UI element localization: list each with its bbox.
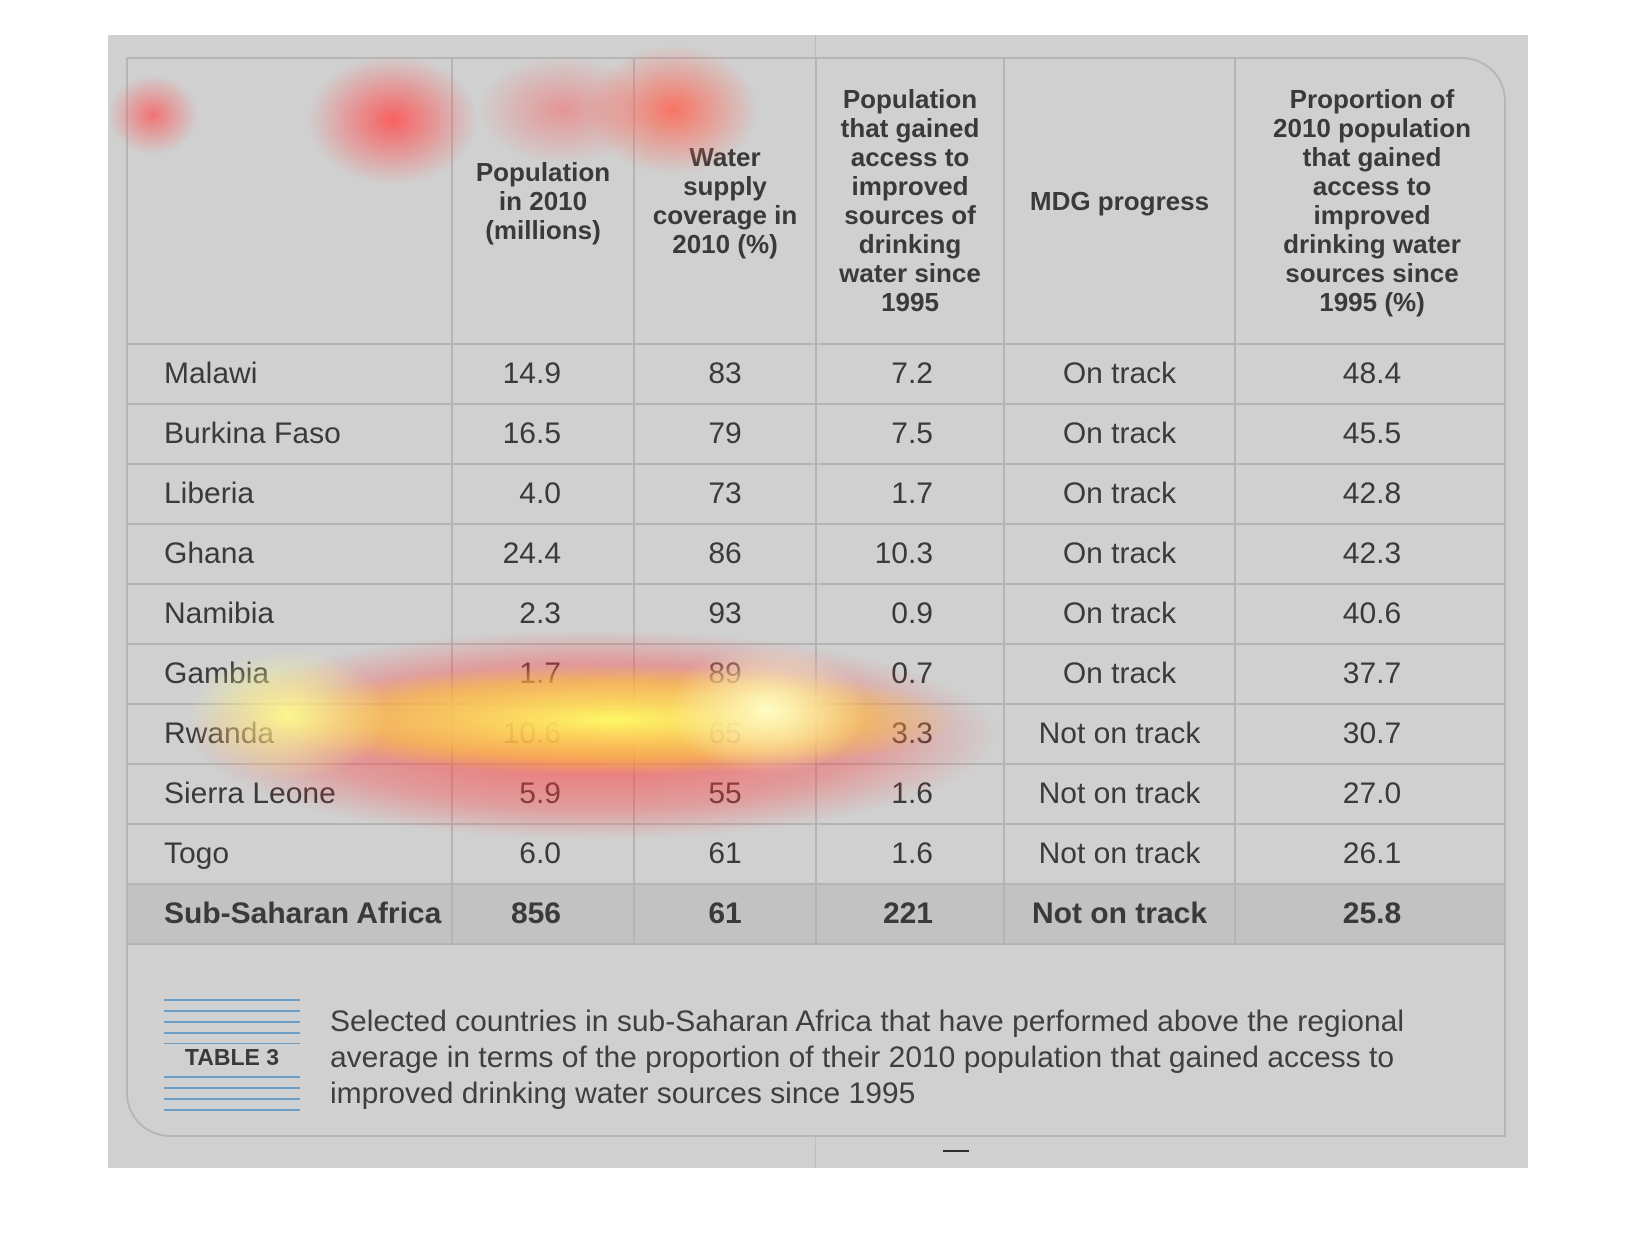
table-row: Malawi 14.9 83 7.2 On track 48.4 xyxy=(128,343,1504,405)
table-row: Liberia 4.0 73 1.7 On track 42.8 xyxy=(128,463,1504,525)
cell-proportion: 27.0 xyxy=(1234,763,1504,825)
table-caption-area: TABLE 3 Selected countries in sub-Sahara… xyxy=(128,964,1504,1135)
cell-water-coverage: 73 xyxy=(633,463,817,525)
cell-mdg-progress: Not on track xyxy=(1003,883,1236,945)
cell-mdg-progress: On track xyxy=(1003,523,1236,585)
table-caption: Selected countries in sub-Saharan Africa… xyxy=(330,1005,1404,1110)
page-mark xyxy=(943,1150,969,1152)
cell-population: 10.6 xyxy=(451,703,635,765)
cell-country: Namibia xyxy=(128,583,453,645)
cell-population: 1.7 xyxy=(451,643,635,705)
cell-gained-access: 7.5 xyxy=(815,403,1005,465)
header-country xyxy=(128,59,453,345)
header-population: Population in 2010 (millions) xyxy=(451,59,635,345)
cell-country: Sub-Saharan Africa xyxy=(128,883,453,945)
cell-water-coverage: 61 xyxy=(633,823,817,885)
cell-country: Burkina Faso xyxy=(128,403,453,465)
cell-water-coverage: 61 xyxy=(633,883,817,945)
cell-gained-access: 1.7 xyxy=(815,463,1005,525)
header-mdg-progress: MDG progress xyxy=(1003,59,1236,345)
header-water-coverage: Water supply coverage in 2010 (%) xyxy=(633,59,817,345)
table-total-row: Sub-Saharan Africa 856 61 221 Not on track 25… xyxy=(128,883,1504,945)
cell-population: 24.4 xyxy=(451,523,635,585)
cell-water-coverage: 83 xyxy=(633,343,817,405)
cell-country: Liberia xyxy=(128,463,453,525)
table-card: Population in 2010 (millions) Water supp… xyxy=(126,57,1506,1137)
cell-country: Gambia xyxy=(128,643,453,705)
cell-mdg-progress: On track xyxy=(1003,343,1236,405)
cell-gained-access: 0.7 xyxy=(815,643,1005,705)
cell-proportion: 30.7 xyxy=(1234,703,1504,765)
table-row: Ghana 24.4 86 10.3 On track 42.3 xyxy=(128,523,1504,585)
cell-gained-access: 0.9 xyxy=(815,583,1005,645)
cell-gained-access: 221 xyxy=(815,883,1005,945)
cell-proportion: 45.5 xyxy=(1234,403,1504,465)
cell-gained-access: 1.6 xyxy=(815,763,1005,825)
cell-water-coverage: 79 xyxy=(633,403,817,465)
cell-proportion: 25.8 xyxy=(1234,883,1504,945)
cell-country: Ghana xyxy=(128,523,453,585)
cell-mdg-progress: On track xyxy=(1003,463,1236,525)
table-row: Gambia 1.7 89 0.7 On track 37.7 xyxy=(128,643,1504,705)
header-proportion: Proportion of 2010 population that gaine… xyxy=(1234,59,1504,345)
cell-mdg-progress: Not on track xyxy=(1003,703,1236,765)
table-badge: TABLE 3 xyxy=(164,999,300,1117)
cell-population: 6.0 xyxy=(451,823,635,885)
cell-proportion: 42.8 xyxy=(1234,463,1504,525)
cell-water-coverage: 93 xyxy=(633,583,817,645)
table-row: Namibia 2.3 93 0.9 On track 40.6 xyxy=(128,583,1504,645)
cell-proportion: 40.6 xyxy=(1234,583,1504,645)
cell-proportion: 48.4 xyxy=(1234,343,1504,405)
cell-gained-access: 7.2 xyxy=(815,343,1005,405)
cell-population: 5.9 xyxy=(451,763,635,825)
cell-water-coverage: 86 xyxy=(633,523,817,585)
cell-gained-access: 10.3 xyxy=(815,523,1005,585)
table-badge-label: TABLE 3 xyxy=(164,1044,300,1070)
cell-mdg-progress: On track xyxy=(1003,643,1236,705)
cell-mdg-progress: On track xyxy=(1003,583,1236,645)
table-header-row: Population in 2010 (millions) Water supp… xyxy=(128,59,1504,345)
cell-country: Malawi xyxy=(128,343,453,405)
cell-water-coverage: 55 xyxy=(633,763,817,825)
cell-population: 16.5 xyxy=(451,403,635,465)
header-gained-access: Population that gained access to improve… xyxy=(815,59,1005,345)
cell-gained-access: 1.6 xyxy=(815,823,1005,885)
cell-water-coverage: 89 xyxy=(633,643,817,705)
cell-mdg-progress: On track xyxy=(1003,403,1236,465)
cell-population: 14.9 xyxy=(451,343,635,405)
cell-country: Sierra Leone xyxy=(128,763,453,825)
cell-proportion: 37.7 xyxy=(1234,643,1504,705)
cell-population: 856 xyxy=(451,883,635,945)
cell-proportion: 26.1 xyxy=(1234,823,1504,885)
data-table: Population in 2010 (millions) Water supp… xyxy=(128,59,1504,945)
table-row: Togo 6.0 61 1.6 Not on track 26.1 xyxy=(128,823,1504,885)
table-row: Burkina Faso 16.5 79 7.5 On track 45.5 xyxy=(128,403,1504,465)
cell-population: 2.3 xyxy=(451,583,635,645)
table-row: Sierra Leone 5.9 55 1.6 Not on track 27.0 xyxy=(128,763,1504,825)
cell-population: 4.0 xyxy=(451,463,635,525)
cell-country: Togo xyxy=(128,823,453,885)
document-page: Population in 2010 (millions) Water supp… xyxy=(108,35,1528,1168)
cell-mdg-progress: Not on track xyxy=(1003,763,1236,825)
cell-country: Rwanda xyxy=(128,703,453,765)
cell-proportion: 42.3 xyxy=(1234,523,1504,585)
cell-mdg-progress: Not on track xyxy=(1003,823,1236,885)
cell-water-coverage: 65 xyxy=(633,703,817,765)
cell-gained-access: 3.3 xyxy=(815,703,1005,765)
table-row: Rwanda 10.6 65 3.3 Not on track 30.7 xyxy=(128,703,1504,765)
